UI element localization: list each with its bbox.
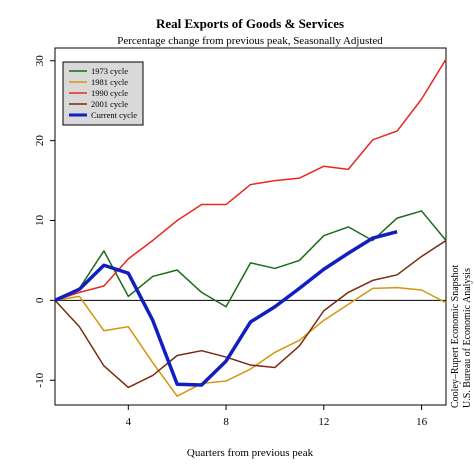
plot-frame — [54, 47, 447, 406]
chart-subtitle: Percentage change from previous peak, Se… — [117, 35, 383, 47]
x-tick-label: 12 — [318, 416, 329, 428]
series-line — [54, 210, 447, 308]
chart-title: Real Exports of Goods & Services — [156, 16, 344, 31]
x-tick-label: 16 — [416, 416, 428, 428]
series-line — [54, 229, 398, 387]
side-note: U.S. Bureau of Economic Analysis — [462, 268, 473, 408]
y-tick-label: -10 — [34, 372, 46, 387]
y-tick-label: 20 — [34, 135, 46, 147]
x-axis-title: Quarters from previous peak — [187, 447, 314, 459]
x-tick-label: 8 — [223, 416, 229, 428]
x-tick-label: 4 — [126, 416, 132, 428]
y-tick-label: 0 — [34, 297, 46, 303]
legend-label: 1981 cycle — [91, 77, 128, 87]
legend-label: 2001 cycle — [91, 99, 128, 109]
legend-label: 1990 cycle — [91, 88, 128, 98]
legend-label: Current cycle — [91, 110, 137, 120]
side-note: Cooley–Rupert Economic Snapshot — [450, 264, 461, 408]
series-line — [54, 58, 447, 302]
legend-label: 1973 cycle — [91, 66, 128, 76]
y-tick-label: 10 — [34, 215, 46, 227]
y-tick-label: 30 — [34, 55, 46, 66]
series-line — [54, 239, 447, 389]
series-line — [54, 286, 447, 397]
